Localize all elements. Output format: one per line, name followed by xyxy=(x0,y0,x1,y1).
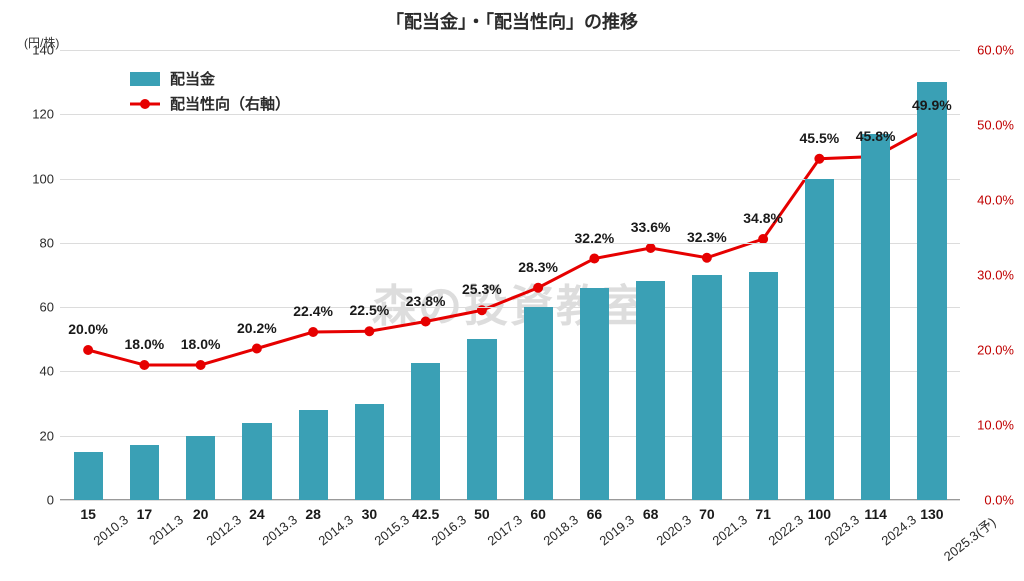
bar-value-label: 30 xyxy=(362,506,378,522)
bar: 60 xyxy=(524,307,553,500)
bar: 100 xyxy=(805,179,834,500)
y1-tick-label: 0 xyxy=(20,493,54,508)
y1-tick-label: 100 xyxy=(20,171,54,186)
bar-value-label: 70 xyxy=(699,506,715,522)
bar: 30 xyxy=(355,404,384,500)
bar-value-label: 71 xyxy=(755,506,771,522)
x-category-label: 2014.3 xyxy=(316,512,357,548)
ratio-value-label: 49.9% xyxy=(912,97,952,113)
x-category-label: 2012.3 xyxy=(203,512,244,548)
y2-tick-label: 30.0% xyxy=(964,268,1014,283)
ratio-value-label: 25.3% xyxy=(462,281,502,297)
bar-value-label: 50 xyxy=(474,506,490,522)
gridline xyxy=(60,500,960,501)
ratio-value-label: 32.3% xyxy=(687,229,727,245)
bar: 24 xyxy=(242,423,271,500)
ratio-value-label: 23.8% xyxy=(406,293,446,309)
gridline xyxy=(60,50,960,51)
bar: 66 xyxy=(580,288,609,500)
chart-title: 「配当金」・「配当性向」の推移 xyxy=(0,8,1024,34)
y2-tick-label: 20.0% xyxy=(964,343,1014,358)
ratio-value-label: 22.4% xyxy=(293,303,333,319)
bar-value-label: 100 xyxy=(808,506,831,522)
x-category-label: 2019.3 xyxy=(597,512,638,548)
x-category-label: 2025.3(予) xyxy=(939,512,999,565)
y2-tick-label: 60.0% xyxy=(964,43,1014,58)
bar-value-label: 68 xyxy=(643,506,659,522)
x-category-label: 2015.3 xyxy=(372,512,413,548)
bar-value-label: 20 xyxy=(193,506,209,522)
y1-tick-label: 140 xyxy=(20,43,54,58)
bar-value-label: 17 xyxy=(137,506,153,522)
bar-value-label: 130 xyxy=(920,506,943,522)
y1-tick-label: 120 xyxy=(20,107,54,122)
x-category-label: 2017.3 xyxy=(484,512,525,548)
bar: 50 xyxy=(467,339,496,500)
ratio-point xyxy=(196,360,206,370)
chart-root: 「配当金」・「配当性向」の推移 (円/株) 森の投資教室 配当金 配当性向（右軸… xyxy=(0,0,1024,581)
ratio-value-label: 45.5% xyxy=(800,130,840,146)
y1-tick-label: 20 xyxy=(20,428,54,443)
plot-area: 森の投資教室 配当金 配当性向（右軸） 0204060801001201400.… xyxy=(60,50,960,500)
x-category-label: 2010.3 xyxy=(91,512,132,548)
bar: 130 xyxy=(917,82,946,500)
ratio-point xyxy=(646,243,656,253)
bar: 42.5 xyxy=(411,363,440,500)
y1-tick-label: 60 xyxy=(20,300,54,315)
bar: 71 xyxy=(749,272,778,500)
ratio-value-label: 20.0% xyxy=(68,321,108,337)
bar-value-label: 28 xyxy=(305,506,321,522)
bar-value-label: 24 xyxy=(249,506,265,522)
ratio-value-label: 18.0% xyxy=(181,336,221,352)
x-category-label: 2018.3 xyxy=(541,512,582,548)
bar: 28 xyxy=(299,410,328,500)
bar: 20 xyxy=(186,436,215,500)
ratio-value-label: 28.3% xyxy=(518,259,558,275)
ratio-point xyxy=(589,254,599,264)
ratio-value-label: 22.5% xyxy=(350,302,390,318)
y2-tick-label: 0.0% xyxy=(964,493,1014,508)
bar-value-label: 60 xyxy=(530,506,546,522)
y1-tick-label: 80 xyxy=(20,235,54,250)
bar: 15 xyxy=(74,452,103,500)
ratio-point xyxy=(533,283,543,293)
x-category-label: 2022.3 xyxy=(766,512,807,548)
x-category-label: 2020.3 xyxy=(653,512,694,548)
ratio-point xyxy=(364,326,374,336)
bar: 68 xyxy=(636,281,665,500)
y2-tick-label: 40.0% xyxy=(964,193,1014,208)
x-category-label: 2021.3 xyxy=(709,512,750,548)
ratio-value-label: 18.0% xyxy=(125,336,165,352)
bar-value-label: 42.5 xyxy=(412,506,439,522)
ratio-point xyxy=(421,317,431,327)
gridline xyxy=(60,114,960,115)
ratio-point xyxy=(139,360,149,370)
ratio-point xyxy=(252,344,262,354)
bar: 17 xyxy=(130,445,159,500)
ratio-value-label: 32.2% xyxy=(575,230,615,246)
ratio-point xyxy=(308,327,318,337)
ratio-value-label: 45.8% xyxy=(856,128,896,144)
ratio-value-label: 34.8% xyxy=(743,210,783,226)
bar: 70 xyxy=(692,275,721,500)
ratio-value-label: 33.6% xyxy=(631,219,671,235)
ratio-point xyxy=(814,154,824,164)
bar-value-label: 114 xyxy=(864,506,887,522)
ratio-value-label: 20.2% xyxy=(237,320,277,336)
ratio-point xyxy=(702,253,712,263)
y1-tick-label: 40 xyxy=(20,364,54,379)
bar-value-label: 15 xyxy=(80,506,96,522)
y2-tick-label: 50.0% xyxy=(964,118,1014,133)
bar-value-label: 66 xyxy=(587,506,603,522)
bar: 114 xyxy=(861,134,890,500)
x-category-label: 2013.3 xyxy=(259,512,300,548)
ratio-point xyxy=(83,345,93,355)
y2-tick-label: 10.0% xyxy=(964,418,1014,433)
